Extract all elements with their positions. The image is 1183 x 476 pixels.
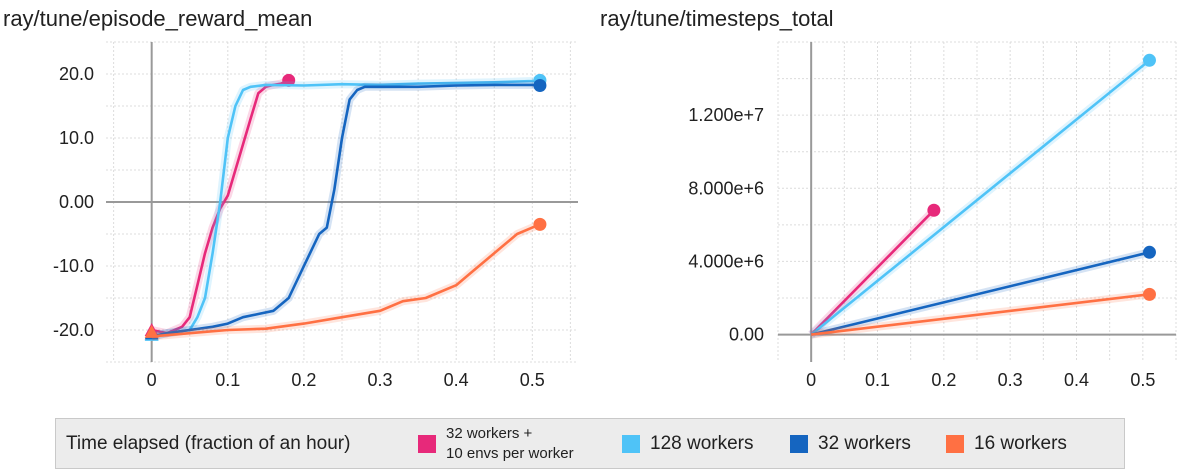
series-line: [151, 83, 541, 338]
x-tick-label: 0: [806, 370, 816, 390]
series-end-marker: [533, 217, 547, 231]
series-end-marker: [1142, 245, 1156, 259]
y-tick-label: -20.0: [53, 320, 94, 340]
series-band: [808, 57, 1153, 338]
legend-swatch: [418, 434, 436, 453]
y-tick-label: -10.0: [53, 256, 94, 276]
y-tick-label: 20.0: [59, 64, 94, 84]
x-tick-label: 0.2: [291, 370, 316, 390]
legend-label: 32 workers: [818, 432, 911, 454]
legend-label: 16 workers: [974, 432, 1067, 454]
x-tick-label: 0: [147, 370, 157, 390]
y-tick-label: 8.000e+6: [688, 178, 764, 198]
series-band: [810, 248, 1151, 339]
legend-title: Time elapsed (fraction of an hour): [66, 432, 351, 454]
x-tick-label: 0.5: [1130, 370, 1155, 390]
series-end-marker: [1142, 53, 1156, 67]
x-tick-label: 0.5: [520, 370, 545, 390]
left-chart-title: ray/tune/episode_reward_mean: [3, 6, 313, 31]
series-line: [810, 251, 1150, 336]
series-line: [151, 79, 541, 338]
x-tick-label: 0.1: [215, 370, 240, 390]
x-tick-label: 0.2: [931, 370, 956, 390]
series-end-marker: [1142, 287, 1156, 301]
x-tick-label: 0.1: [865, 370, 890, 390]
series-band: [808, 207, 937, 338]
y-tick-label: 0.00: [729, 325, 764, 345]
reward-mean-chart: 20.0 10.0 0.00 -10.0 -20.0 0 0.1 0.2 0.3 0.4 0.5: [53, 41, 578, 390]
legend-item-128-workers[interactable]: 128 workers: [622, 433, 754, 455]
series-end-marker: [282, 73, 296, 87]
series-line: [811, 293, 1150, 336]
series-line: [151, 223, 541, 338]
x-tick-label: 0.3: [368, 370, 393, 390]
y-tick-label: 10.0: [59, 128, 94, 148]
series-line: [810, 59, 1151, 336]
legend-swatch: [790, 434, 808, 453]
series-end-marker: [533, 79, 547, 93]
series-start-marker: [144, 324, 159, 338]
series-band: [810, 290, 1150, 339]
x-tick-label: 0.4: [444, 370, 469, 390]
legend-item-32-workers[interactable]: 32 workers: [790, 433, 911, 455]
legend-label: 32 workers +10 envs per worker: [446, 424, 574, 462]
y-tick-label: 4.000e+6: [688, 251, 764, 271]
y-tick-label: 1.200e+7: [688, 105, 764, 125]
series-end-marker: [927, 203, 941, 217]
x-tick-label: 0.4: [1064, 370, 1089, 390]
legend-swatch: [946, 434, 964, 453]
legend-label: 128 workers: [650, 432, 754, 454]
x-tick-label: 0.3: [998, 370, 1023, 390]
legend-swatch: [622, 434, 640, 453]
legend-item-16-workers[interactable]: 16 workers: [946, 433, 1067, 455]
legend-item-32-workers-10-envs[interactable]: 32 workers +10 envs per worker: [418, 424, 606, 464]
series-line: [810, 209, 935, 336]
legend: Time elapsed (fraction of an hour) 32 wo…: [55, 418, 1125, 469]
right-chart-title: ray/tune/timesteps_total: [600, 6, 834, 31]
y-tick-label: 0.00: [59, 192, 94, 212]
